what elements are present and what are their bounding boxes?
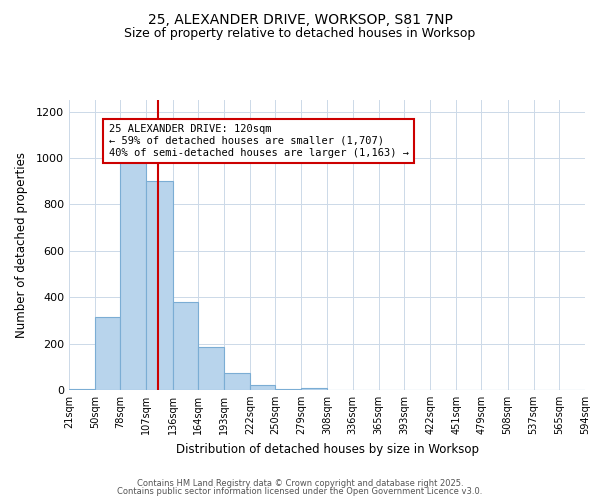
Bar	[173, 302, 198, 390]
Bar	[224, 372, 250, 390]
Bar	[301, 388, 328, 390]
Bar	[198, 347, 224, 390]
Text: 25, ALEXANDER DRIVE, WORKSOP, S81 7NP: 25, ALEXANDER DRIVE, WORKSOP, S81 7NP	[148, 12, 452, 26]
Bar	[250, 386, 275, 390]
Text: 25 ALEXANDER DRIVE: 120sqm
← 59% of detached houses are smaller (1,707)
40% of s: 25 ALEXANDER DRIVE: 120sqm ← 59% of deta…	[109, 124, 409, 158]
Bar	[95, 317, 121, 390]
Bar	[146, 181, 173, 390]
Text: Size of property relative to detached houses in Worksop: Size of property relative to detached ho…	[124, 28, 476, 40]
Text: Contains public sector information licensed under the Open Government Licence v3: Contains public sector information licen…	[118, 487, 482, 496]
Bar	[69, 389, 95, 390]
Bar	[121, 158, 146, 390]
X-axis label: Distribution of detached houses by size in Worksop: Distribution of detached houses by size …	[176, 442, 479, 456]
Text: Contains HM Land Registry data © Crown copyright and database right 2025.: Contains HM Land Registry data © Crown c…	[137, 478, 463, 488]
Bar	[275, 389, 301, 390]
Y-axis label: Number of detached properties: Number of detached properties	[14, 152, 28, 338]
